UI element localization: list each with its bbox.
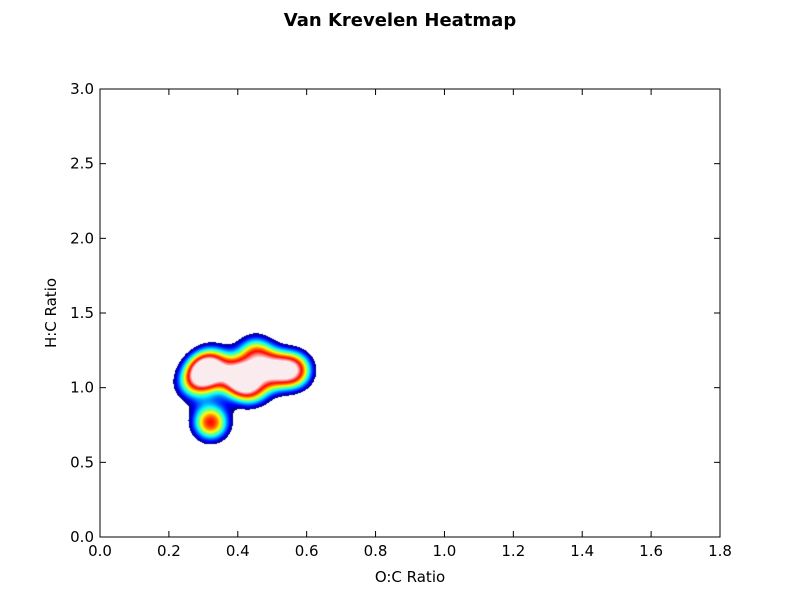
y-tick-label: 1.5 — [70, 304, 94, 322]
x-tick-label: 0.8 — [364, 542, 388, 560]
x-tick-label: 0.2 — [157, 542, 181, 560]
x-axis-ticks: 0.0 0.2 0.4 0.6 0.8 1.0 1.2 1.4 1.6 1.8 — [88, 89, 732, 560]
chart-title: Van Krevelen Heatmap — [284, 10, 517, 31]
x-tick-label: 1.2 — [501, 542, 525, 560]
y-tick-label: 2.5 — [70, 155, 94, 173]
heatmap-density — [100, 89, 720, 537]
x-tick-label: 1.4 — [570, 542, 594, 560]
x-tick-label: 0.6 — [295, 542, 319, 560]
y-tick-label: 0.5 — [70, 453, 94, 471]
x-tick-label: 0.4 — [226, 542, 250, 560]
y-tick-label: 1.0 — [70, 379, 94, 397]
y-tick-label: 2.0 — [70, 229, 94, 247]
y-axis-label: H:C Ratio — [42, 278, 60, 348]
x-tick-label: 1.8 — [708, 542, 732, 560]
y-axis-ticks: 0.0 0.5 1.0 1.5 2.0 2.5 3.0 — [70, 80, 720, 546]
x-axis-label: O:C Ratio — [375, 568, 445, 586]
x-tick-label: 1.6 — [639, 542, 663, 560]
x-tick-label: 0.0 — [88, 542, 112, 560]
heatmap-image — [100, 89, 720, 537]
y-tick-label: 3.0 — [70, 80, 94, 98]
y-tick-label: 0.0 — [70, 528, 94, 546]
x-tick-label: 1.0 — [433, 542, 457, 560]
